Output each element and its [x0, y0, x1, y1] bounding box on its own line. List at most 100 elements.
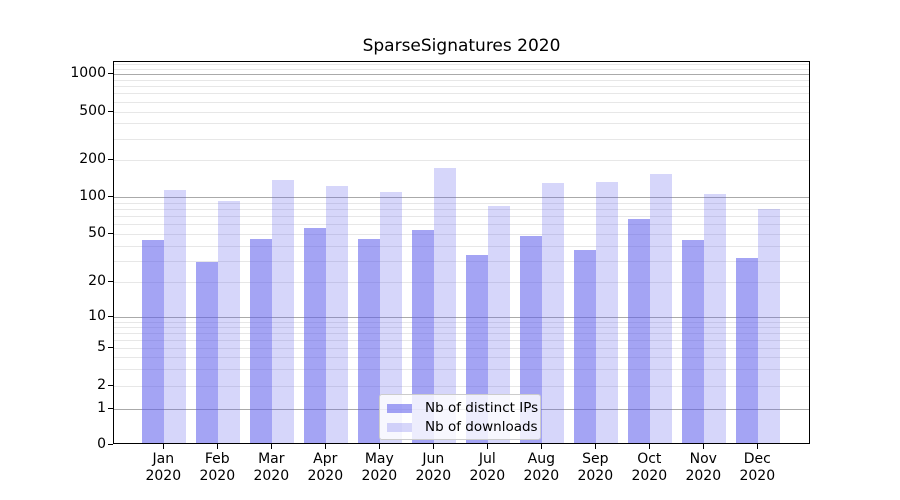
gridline-minor: [114, 260, 809, 262]
y-tick-label-100: 100: [79, 188, 106, 204]
gridline-minor: [114, 386, 809, 387]
gridline-minor: [114, 79, 809, 81]
legend-label-downloads: Nb of downloads: [425, 419, 538, 435]
bar-distinct-ips-may: [358, 238, 381, 443]
x-tick-label-dec: Dec 2020: [739, 451, 776, 484]
x-tick-label-jun: Jun 2020: [415, 451, 452, 484]
legend-item-downloads: Nb of downloads: [387, 418, 538, 437]
y-tick-label-10: 10: [88, 308, 106, 324]
gridline-minor: [114, 245, 809, 247]
gridline-minor: [114, 282, 809, 283]
gridline-minor: [114, 208, 809, 210]
y-tick-label-20: 20: [88, 273, 106, 289]
x-tick-label-sep: Sep 2020: [577, 451, 614, 484]
gridline-minor: [114, 216, 809, 217]
y-tick-mark: [108, 347, 113, 348]
x-tick-label-aug: Aug 2020: [523, 451, 560, 484]
bar-downloads-aug: [542, 182, 565, 443]
gridline-minor: [114, 138, 809, 140]
bar-downloads-may: [380, 192, 403, 443]
y-tick-mark: [108, 196, 113, 197]
x-tick-mark: [271, 444, 273, 449]
bar-downloads-nov: [704, 193, 727, 443]
bar-downloads-oct: [650, 174, 673, 443]
y-tick-label-1000: 1000: [70, 65, 106, 81]
bar-downloads-apr: [326, 185, 349, 443]
gridline-minor: [114, 234, 809, 235]
bar-downloads-jan: [164, 190, 187, 443]
y-tick-mark: [108, 159, 113, 160]
x-tick-mark: [379, 444, 381, 449]
gridline-minor: [114, 339, 809, 341]
bar-downloads-sep: [596, 182, 619, 443]
gridline-minor: [114, 224, 809, 226]
bar-distinct-ips-apr: [304, 227, 327, 443]
y-tick-label-50: 50: [88, 225, 106, 241]
gridline-minor: [114, 64, 809, 66]
chart-title: SparseSignatures 2020: [362, 36, 561, 56]
y-tick-mark: [108, 73, 113, 74]
x-tick-label-mar: Mar 2020: [253, 451, 290, 484]
x-tick-mark: [649, 444, 651, 449]
gridline-minor: [114, 327, 809, 328]
x-tick-label-jul: Jul 2020: [469, 451, 506, 484]
x-tick-label-apr: Apr 2020: [307, 451, 344, 484]
gridline-minor: [114, 68, 809, 70]
bar-downloads-jun: [434, 168, 457, 443]
bar-distinct-ips-feb: [196, 261, 219, 443]
legend-item-distinct-ips: Nb of distinct IPs: [387, 399, 538, 418]
x-tick-label-feb: Feb 2020: [199, 451, 236, 484]
y-tick-mark: [108, 281, 113, 282]
x-tick-label-oct: Oct 2020: [631, 451, 668, 484]
x-tick-mark: [163, 444, 165, 449]
bar-distinct-ips-aug: [520, 236, 543, 443]
gridline-minor: [114, 111, 809, 113]
y-tick-mark: [108, 385, 113, 386]
gridline-minor: [114, 86, 809, 88]
x-tick-label-nov: Nov 2020: [685, 451, 722, 484]
bar-downloads-jul: [488, 205, 511, 443]
gridline-minor: [114, 160, 809, 161]
y-tick-mark: [108, 316, 113, 317]
bar-downloads-feb: [218, 200, 241, 443]
gridline-minor: [114, 369, 809, 371]
gridline-minor: [114, 101, 809, 103]
y-tick-mark: [108, 110, 113, 112]
x-tick-mark: [757, 444, 759, 449]
bar-distinct-ips-jan: [142, 239, 165, 443]
plot-area: Nb of distinct IPs Nb of downloads: [113, 61, 810, 444]
gridline-minor: [114, 202, 809, 204]
bar-distinct-ips-sep: [574, 250, 597, 443]
y-tick-mark: [108, 408, 113, 409]
y-tick-label-2: 2: [97, 377, 106, 393]
x-tick-mark: [541, 444, 543, 449]
x-tick-mark: [325, 444, 327, 449]
gridline-minor: [114, 333, 809, 334]
gridline-minor: [114, 348, 809, 349]
gridline-major: [114, 74, 809, 75]
gridline-major: [114, 197, 809, 198]
bar-distinct-ips-mar: [250, 238, 273, 443]
y-tick-mark: [108, 233, 113, 234]
gridline-minor: [114, 123, 809, 125]
x-tick-mark: [703, 444, 705, 449]
legend-swatch-downloads: [387, 423, 412, 432]
bar-distinct-ips-nov: [682, 239, 705, 443]
bar-distinct-ips-jun: [412, 229, 435, 443]
x-tick-mark: [595, 444, 597, 449]
y-tick-label-5: 5: [97, 339, 106, 355]
y-tick-label-1: 1: [97, 400, 106, 416]
y-tick-label-500: 500: [79, 102, 106, 119]
gridline-major: [114, 317, 809, 318]
bar-distinct-ips-oct: [628, 219, 651, 443]
legend-label-distinct-ips: Nb of distinct IPs: [425, 400, 539, 416]
gridline-minor: [114, 357, 809, 359]
y-tick-label-200: 200: [79, 151, 106, 167]
x-tick-label-may: May 2020: [361, 451, 398, 484]
gridline-minor: [114, 321, 809, 323]
x-tick-mark: [433, 444, 435, 449]
bar-distinct-ips-dec: [736, 258, 759, 443]
legend: Nb of distinct IPs Nb of downloads: [379, 394, 541, 440]
x-tick-mark: [487, 444, 489, 449]
